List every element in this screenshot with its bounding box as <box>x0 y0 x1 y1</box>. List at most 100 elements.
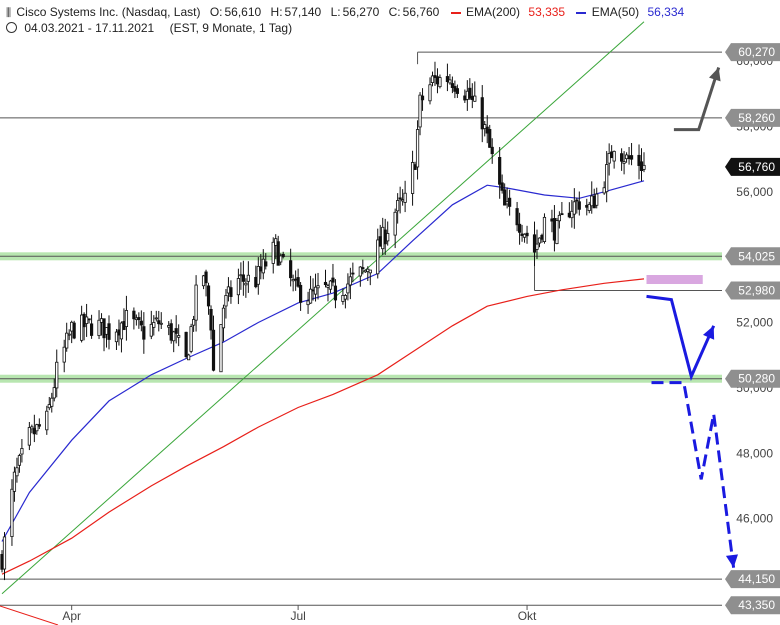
candle-body <box>316 285 320 289</box>
candle-body <box>0 554 4 570</box>
candle <box>448 74 452 85</box>
candle-body <box>480 97 484 130</box>
candle-body <box>542 216 547 242</box>
candle <box>542 213 547 244</box>
candle-body <box>37 424 41 427</box>
candle-body <box>313 286 318 295</box>
candle-body <box>20 448 24 455</box>
candle <box>368 269 372 286</box>
candle-body <box>410 162 415 194</box>
candle <box>605 151 609 203</box>
candle <box>393 208 397 249</box>
candle-body <box>445 76 450 83</box>
candle-body <box>560 213 564 216</box>
candle <box>50 392 54 413</box>
candle-body <box>70 321 74 332</box>
level-price-tag-bg <box>725 570 780 589</box>
candle <box>154 310 158 322</box>
low-label: L: <box>330 5 341 19</box>
clock-icon <box>6 22 17 33</box>
candle-body <box>348 276 352 286</box>
candle-body <box>137 317 141 321</box>
candle <box>488 124 492 148</box>
candle <box>246 261 250 293</box>
candle-body <box>72 322 76 339</box>
candle-body <box>642 164 646 170</box>
candle-body <box>211 329 216 371</box>
candle-body <box>376 239 380 275</box>
candle <box>99 313 104 336</box>
candle <box>152 315 156 336</box>
candle <box>289 248 293 287</box>
candle-body <box>172 331 176 342</box>
candle <box>508 189 512 216</box>
candle <box>30 424 34 434</box>
candle-body <box>204 271 208 284</box>
candle-body <box>331 277 335 283</box>
x-tick-label: Jul <box>290 609 305 623</box>
candle-body <box>550 218 554 222</box>
candle <box>17 453 22 473</box>
candle-body <box>358 266 362 277</box>
candle-body <box>453 86 457 92</box>
candle-body <box>289 260 293 279</box>
candle-body <box>418 94 422 128</box>
candle <box>299 282 303 311</box>
candle <box>550 209 554 233</box>
candle-body <box>605 164 609 193</box>
candle-body <box>294 278 298 281</box>
candle-body <box>291 279 295 282</box>
candle <box>572 188 576 229</box>
candle <box>535 229 539 259</box>
candle <box>239 262 243 290</box>
bounce-scenario-arrow <box>646 294 716 381</box>
candle-body <box>276 241 280 266</box>
candle <box>313 273 318 302</box>
candle <box>435 68 440 94</box>
candle <box>306 291 310 314</box>
candle-body <box>221 307 226 329</box>
candle <box>80 305 84 343</box>
candle-body <box>296 277 300 287</box>
level-price-tag-text: 44,150 <box>738 572 775 586</box>
candle-body <box>637 154 641 166</box>
candle-body <box>470 95 474 100</box>
candle-body <box>35 424 39 432</box>
candle <box>311 278 315 301</box>
candle-body <box>27 427 31 446</box>
candle-body <box>438 77 442 88</box>
level-price-tag: 44,150 <box>725 570 780 589</box>
gray-scenario-arrow <box>673 67 721 132</box>
candle-body <box>500 182 504 191</box>
candle <box>585 198 589 216</box>
candle-body <box>119 322 124 340</box>
candle <box>537 237 542 248</box>
candle <box>104 327 109 348</box>
candle <box>590 181 594 214</box>
candle <box>209 305 213 340</box>
level-price-tag-text: 60,270 <box>738 45 775 59</box>
candle <box>620 148 624 171</box>
chart-header: ⫼ Cisco Systems Inc. (Nasdaq, Last) O: 56… <box>6 5 686 20</box>
candle-body <box>488 129 492 148</box>
candle-body <box>308 288 313 304</box>
level-price-tag-bg <box>725 369 780 388</box>
candle <box>383 218 387 255</box>
candle <box>52 378 56 402</box>
close-value: 56,760 <box>402 5 440 19</box>
candle-body <box>403 192 407 203</box>
candle-body <box>192 319 196 326</box>
candle-body <box>415 129 420 168</box>
y-tick-label: 56,000 <box>736 185 773 199</box>
candle <box>87 318 91 324</box>
candle-body <box>520 233 524 236</box>
candle-body <box>281 253 285 258</box>
candle-body <box>62 346 66 363</box>
candle <box>229 280 233 304</box>
candle-body <box>114 331 119 343</box>
candle <box>602 181 606 195</box>
axis-labels: 46,00048,00050,00052,00054,00056,00058,0… <box>62 43 780 623</box>
gray-arrow-head <box>709 67 721 82</box>
candle <box>376 228 380 279</box>
candle-body <box>87 318 91 321</box>
